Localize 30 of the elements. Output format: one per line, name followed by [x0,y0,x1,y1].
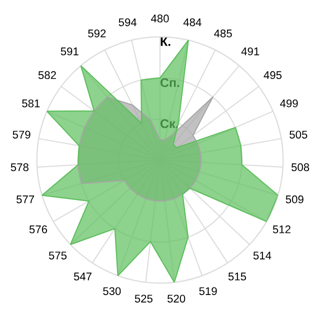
spoke-label: 505 [290,130,308,139]
spoke-label: 578 [10,163,28,172]
spoke-label: 594 [118,18,137,26]
y-tick-label: Сп. [160,78,180,88]
spoke-label: 512 [272,225,290,234]
y-tick-label: К. [160,37,170,46]
spoke-label: 581 [22,99,40,108]
spoke-label: 484 [183,18,202,26]
spoke-label: 519 [199,287,217,296]
spoke-label: 547 [74,272,92,280]
spoke-label: 495 [264,71,282,80]
spoke-label: 509 [286,195,304,204]
spoke-label: 582 [38,71,56,80]
spoke-label: 480 [150,14,169,22]
spoke-label: 576 [29,225,48,234]
spoke-label: 577 [16,196,34,204]
spoke-label: 575 [48,252,67,260]
spoke-label: 530 [103,287,121,296]
spoke-label: 491 [241,47,260,56]
spoke-label: 515 [228,272,246,280]
spoke-label: 485 [214,30,232,38]
spoke-label: 508 [292,163,310,172]
spoke-label: 592 [88,30,106,38]
spoke-label: 520 [167,294,186,303]
spoke-label: 591 [60,47,78,56]
spoke-label: 579 [12,130,30,139]
y-tick-label: Ск. [160,119,178,128]
spoke-label: 514 [253,252,272,260]
spoke-label: 525 [134,294,152,303]
spoke-label: 499 [280,99,298,108]
